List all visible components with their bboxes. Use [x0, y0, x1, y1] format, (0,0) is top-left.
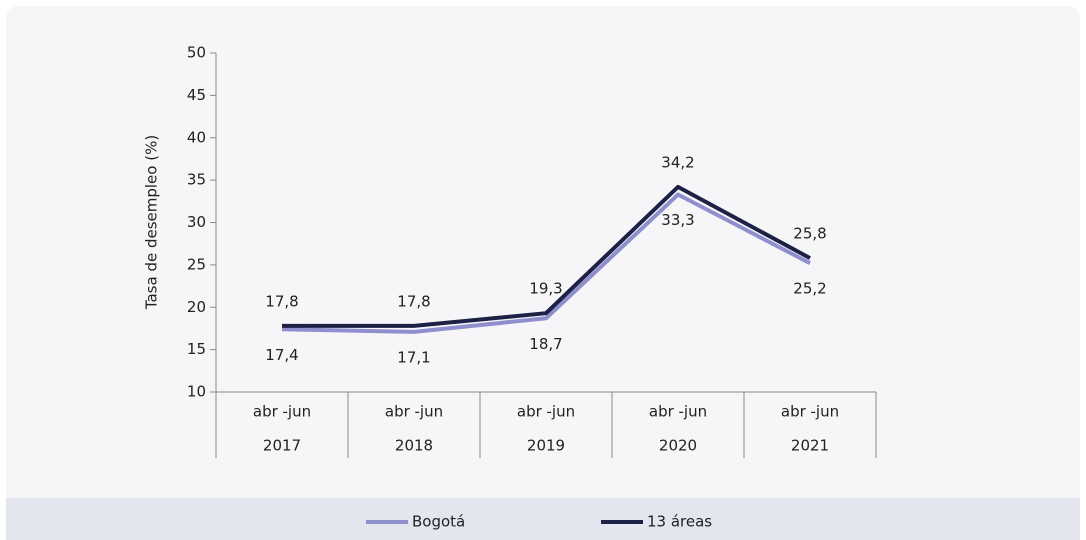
x-tick-label: 2020: [659, 437, 697, 455]
data-label: 25,8: [793, 225, 826, 243]
x-tick-label: 2017: [263, 437, 301, 455]
y-tick-label: 25: [187, 255, 206, 273]
y-axis-label: Tasa de desempleo (%): [143, 135, 161, 310]
series-line: [281, 192, 811, 334]
x-tick-label: 2021: [791, 437, 829, 455]
data-label: 33,3: [661, 211, 694, 229]
panel: [6, 6, 1080, 540]
series-line: [282, 184, 811, 328]
data-label: 19,3: [529, 280, 562, 298]
y-tick-label: 50: [187, 44, 206, 62]
y-tick-label: 10: [187, 383, 206, 401]
y-tick-label: 35: [187, 171, 206, 189]
x-tick-label: abr -jun: [781, 403, 839, 421]
data-label: 17,8: [397, 292, 430, 310]
y-tick-label: 30: [187, 213, 206, 231]
y-tick-label: 20: [187, 298, 206, 316]
data-label: 17,1: [397, 348, 430, 366]
data-label: 34,2: [661, 153, 694, 171]
x-tick-label: 2018: [395, 437, 433, 455]
x-tick-label: abr -jun: [385, 403, 443, 421]
x-tick-label: abr -jun: [517, 403, 575, 421]
x-tick-label: 2019: [527, 437, 565, 455]
legend-band: [6, 498, 1080, 540]
x-tick-label: abr -jun: [649, 403, 707, 421]
legend-label: 13 áreas: [647, 513, 712, 531]
data-label: 17,4: [265, 346, 298, 364]
x-tick-label: abr -jun: [253, 403, 311, 421]
data-label: 17,8: [265, 292, 298, 310]
y-tick-label: 15: [187, 340, 206, 358]
data-label: 25,2: [793, 280, 826, 298]
legend-label: Bogotá: [412, 513, 465, 531]
y-tick-label: 45: [187, 86, 206, 104]
data-label: 18,7: [529, 335, 562, 353]
y-tick-label: 40: [187, 128, 206, 146]
